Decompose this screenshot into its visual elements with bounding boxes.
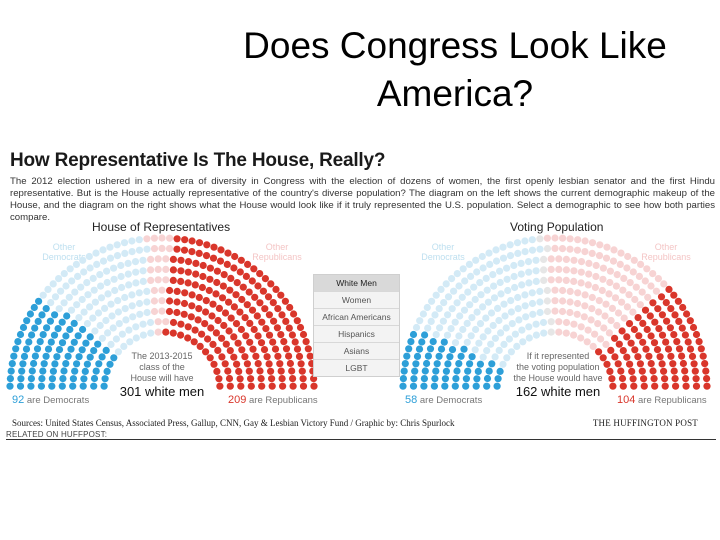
voting-dem-count: 58 are Democrats [405, 394, 482, 406]
house-note-line-2: class of the [139, 362, 185, 372]
other-democrats-label-left: Other Democrats [42, 242, 86, 262]
parliament-chart-house [6, 234, 318, 390]
demographic-selector: White Men Women African Americans Hispan… [313, 274, 400, 377]
house-rep-count: 209 are Republicans [228, 394, 318, 406]
voting-rep-number: 104 [617, 394, 636, 406]
voting-note: If it represented the voting population … [508, 351, 608, 400]
related-on-huffpost: RELATED ON HUFFPOST: [6, 430, 108, 439]
infographic: How Representative Is The House, Really?… [0, 146, 720, 446]
house-note-line-1: The 2013-2015 [131, 351, 193, 361]
house-dem-count: 92 are Democrats [12, 394, 89, 406]
house-dem-suffix: are Democrats [26, 395, 90, 406]
voting-rep-suffix: are Republicans [638, 395, 707, 406]
selector-lgbt[interactable]: LGBT [314, 359, 399, 376]
other-republicans-label-left: Other Republicans [252, 242, 302, 262]
voting-note-line-2: the voting population [516, 362, 600, 372]
house-note-total: 301 white men [119, 384, 205, 399]
voting-note-total: 162 white men [515, 384, 601, 399]
other-republicans-label-right: Other Republicans [641, 242, 691, 262]
sources-credit: Sources: United States Census, Associate… [12, 418, 455, 428]
voting-dem-number: 58 [405, 394, 418, 406]
selector-women[interactable]: Women [314, 291, 399, 308]
parliament-chart-voting [399, 234, 711, 390]
house-dem-number: 92 [12, 394, 25, 406]
graphic-description: The 2012 election ushered in a new era o… [10, 176, 715, 223]
slide-title-line-2: America? [376, 73, 534, 114]
graphic-title: How Representative Is The House, Really? [10, 150, 386, 171]
house-rep-suffix: are Republicans [249, 395, 318, 406]
house-rep-number: 209 [228, 394, 247, 406]
divider [6, 439, 716, 440]
selector-african-americans[interactable]: African Americans [314, 308, 399, 325]
selector-hispanics[interactable]: Hispanics [314, 325, 399, 342]
voting-note-line-3: the House would have [513, 373, 603, 383]
selector-white-men[interactable]: White Men [314, 275, 399, 291]
slide-title: Does Congress Look Like America? [190, 22, 720, 118]
house-note: The 2013-2015 class of the House will ha… [112, 351, 212, 400]
voting-dem-suffix: are Democrats [419, 395, 483, 406]
voting-note-line-1: If it represented [526, 351, 590, 361]
voting-rep-count: 104 are Republicans [617, 394, 707, 406]
slide-title-line-1: Does Congress Look Like [243, 25, 667, 66]
chart-title-house: House of Representatives [92, 220, 231, 234]
other-democrats-label-right: Other Democrats [421, 242, 465, 262]
house-note-line-3: House will have [130, 373, 194, 383]
chart-title-voting: Voting Population [510, 220, 604, 234]
huffington-post-logo: THE HUFFINGTON POST [592, 418, 698, 428]
selector-asians[interactable]: Asians [314, 342, 399, 359]
